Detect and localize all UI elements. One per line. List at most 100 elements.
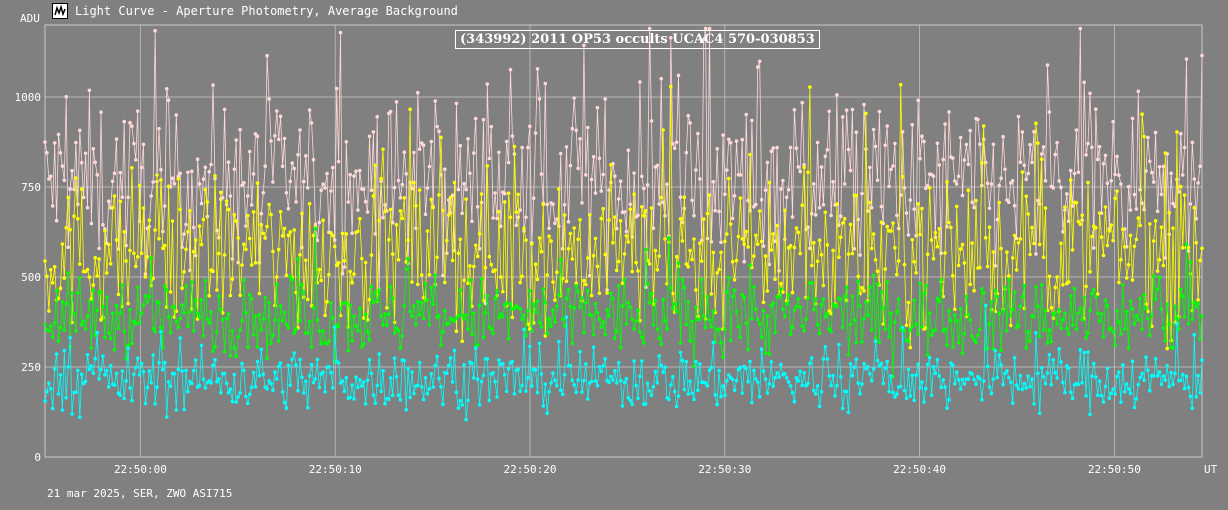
data-point — [340, 379, 345, 383]
data-point — [879, 204, 884, 209]
data-point — [331, 233, 335, 238]
data-point — [257, 291, 262, 296]
data-point — [815, 140, 820, 145]
data-point — [1036, 304, 1040, 309]
data-point — [558, 388, 563, 393]
data-point — [371, 393, 376, 397]
data-point — [752, 368, 756, 373]
data-point — [311, 380, 316, 385]
data-point — [495, 289, 499, 293]
data-point — [626, 396, 631, 400]
data-point — [224, 381, 229, 386]
data-point — [456, 314, 461, 318]
data-point — [819, 252, 824, 257]
data-point — [626, 300, 631, 305]
data-point — [375, 114, 380, 119]
data-point — [423, 376, 428, 380]
data-point — [311, 306, 316, 310]
data-point — [477, 231, 482, 236]
data-point — [925, 352, 930, 357]
data-point — [247, 392, 252, 397]
data-point — [757, 59, 762, 64]
data-point — [147, 218, 152, 222]
data-point — [141, 303, 146, 307]
data-point — [562, 203, 567, 207]
data-point — [302, 179, 306, 184]
data-point — [315, 318, 320, 322]
data-point — [304, 379, 308, 384]
data-point — [87, 88, 92, 93]
data-point — [902, 328, 907, 333]
data-point — [968, 318, 972, 322]
data-point — [398, 196, 403, 200]
data-point — [951, 156, 955, 160]
data-point — [875, 282, 880, 287]
data-point — [676, 73, 681, 78]
data-point — [512, 392, 517, 396]
data-point — [1148, 333, 1152, 338]
data-point — [682, 195, 687, 199]
data-point — [721, 384, 725, 388]
data-point — [220, 196, 225, 200]
data-point — [47, 177, 51, 181]
data-point — [1022, 283, 1027, 288]
data-point — [754, 233, 758, 238]
data-point — [408, 107, 412, 112]
data-point — [398, 398, 403, 402]
data-point — [763, 188, 768, 192]
data-point — [786, 380, 791, 384]
data-point — [454, 101, 459, 106]
data-point — [259, 211, 264, 216]
data-point — [294, 200, 298, 204]
data-point — [653, 298, 658, 303]
data-point — [135, 254, 140, 259]
data-point — [757, 209, 762, 213]
data-point — [620, 404, 625, 408]
data-point — [512, 306, 517, 311]
data-point — [1134, 397, 1139, 401]
data-point — [78, 276, 82, 280]
data-point — [989, 182, 994, 186]
data-point — [56, 296, 61, 301]
data-point — [804, 317, 808, 322]
data-point — [584, 300, 588, 305]
data-point — [812, 388, 816, 393]
data-point — [717, 267, 721, 272]
data-point — [1047, 110, 1052, 114]
data-point — [91, 371, 96, 376]
data-point — [663, 237, 667, 241]
data-point — [721, 355, 725, 360]
data-point — [871, 127, 876, 132]
data-point — [141, 370, 146, 374]
data-point — [1041, 328, 1046, 332]
data-point — [288, 230, 293, 234]
data-point — [920, 325, 924, 329]
data-point — [831, 248, 835, 253]
data-point — [671, 291, 675, 296]
data-point — [1024, 346, 1028, 350]
data-point — [987, 206, 992, 211]
data-point — [280, 164, 285, 168]
data-point — [970, 241, 974, 245]
data-point — [856, 217, 860, 222]
data-point — [692, 213, 696, 218]
data-point — [586, 256, 590, 260]
data-point — [172, 371, 177, 376]
data-point — [1184, 242, 1189, 247]
data-point — [64, 95, 68, 99]
data-point — [207, 321, 211, 325]
data-point — [574, 281, 578, 286]
data-point — [779, 362, 783, 367]
data-point — [1175, 130, 1179, 134]
data-point — [1157, 370, 1162, 374]
data-point — [381, 368, 385, 373]
data-point — [767, 381, 772, 386]
data-point — [354, 324, 358, 329]
data-point — [437, 129, 441, 134]
data-point — [358, 168, 362, 173]
data-point — [628, 207, 633, 211]
data-point — [207, 170, 211, 174]
data-point — [1119, 400, 1123, 405]
data-point — [937, 374, 942, 378]
data-point — [118, 311, 123, 315]
